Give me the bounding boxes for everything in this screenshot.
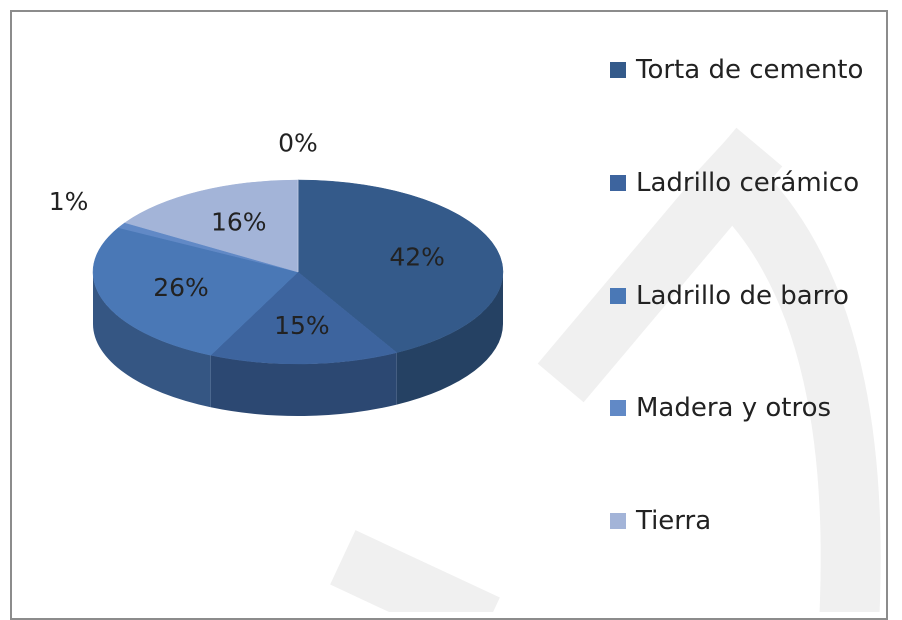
legend-label: Torta de cemento: [636, 55, 864, 85]
data-label: 15%: [274, 311, 330, 340]
data-label: 26%: [153, 273, 209, 302]
data-label: 16%: [211, 208, 267, 237]
watermark: [330, 127, 881, 612]
legend-label: Tierra: [636, 506, 712, 536]
watermark-stroke: [687, 137, 881, 612]
legend-label: Ladrillo cerámico: [636, 168, 860, 198]
legend-label: Madera y otros: [636, 393, 832, 423]
legend-label: Ladrillo de barro: [636, 281, 849, 311]
watermark-stroke: [330, 530, 500, 612]
legend-swatch: [610, 288, 626, 304]
slice-side: [396, 272, 503, 405]
legend-swatch: [610, 513, 626, 529]
data-label: 42%: [389, 242, 445, 271]
data-label: 1%: [49, 187, 89, 216]
legend-swatch: [610, 175, 626, 191]
slice-side: [210, 352, 397, 416]
legend-swatch: [610, 62, 626, 78]
slice: [210, 271, 398, 365]
slice: [297, 179, 504, 353]
legend-swatch: [610, 400, 626, 416]
slice-side: [93, 272, 211, 408]
data-label: 0%: [278, 128, 318, 157]
slice: [124, 179, 299, 273]
